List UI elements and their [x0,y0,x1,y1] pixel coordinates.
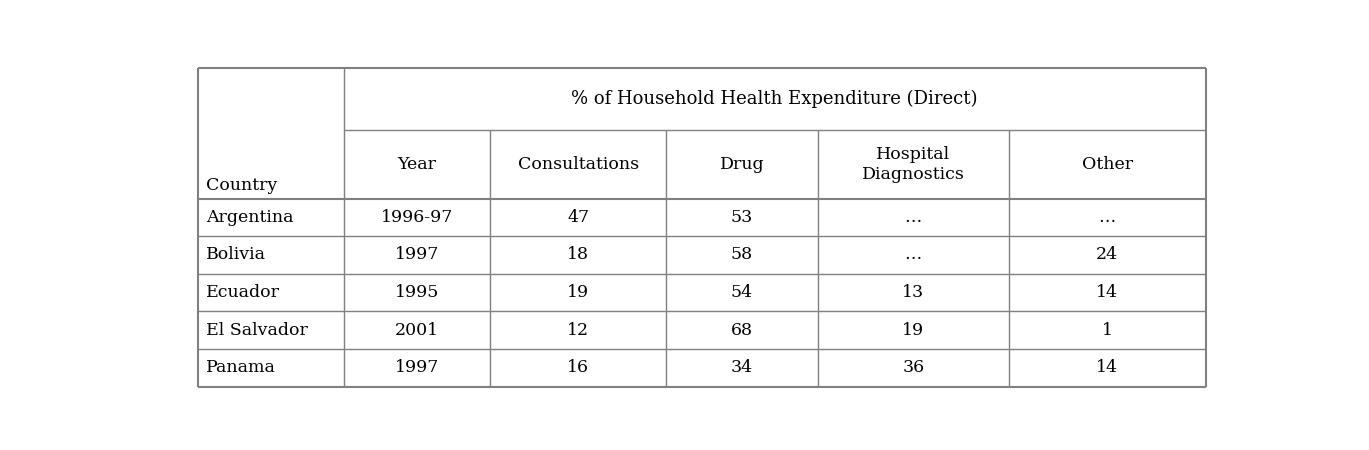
Text: 24: 24 [1097,247,1118,264]
Text: Drug: Drug [720,156,764,173]
Text: 36: 36 [902,360,924,376]
Text: 68: 68 [731,322,753,339]
Text: 12: 12 [567,322,589,339]
Text: Hospital
Diagnostics: Hospital Diagnostics [862,146,965,183]
Text: 19: 19 [567,284,589,301]
Text: 47: 47 [567,209,589,226]
Text: 18: 18 [567,247,589,264]
Text: 58: 58 [731,247,753,264]
Text: 1997: 1997 [394,247,439,264]
Text: 54: 54 [731,284,753,301]
Text: 16: 16 [567,360,589,376]
Text: Panama: Panama [205,360,275,376]
Text: …: … [1099,209,1116,226]
Text: 13: 13 [902,284,924,301]
Text: Argentina: Argentina [205,209,293,226]
Text: 2001: 2001 [394,322,439,339]
Text: Bolivia: Bolivia [205,247,266,264]
Text: …: … [905,209,921,226]
Text: % of Household Health Expenditure (Direct): % of Household Health Expenditure (Direc… [571,90,977,108]
Text: 34: 34 [731,360,753,376]
Text: 1997: 1997 [394,360,439,376]
Text: 1: 1 [1102,322,1113,339]
Text: Other: Other [1082,156,1134,173]
Text: 14: 14 [1097,284,1118,301]
Text: 1995: 1995 [394,284,439,301]
Text: Consultations: Consultations [517,156,639,173]
Text: Country: Country [205,177,277,194]
Text: 53: 53 [731,209,753,226]
Text: 14: 14 [1097,360,1118,376]
Text: Year: Year [397,156,437,173]
Text: …: … [905,247,921,264]
Text: 1996-97: 1996-97 [381,209,453,226]
Text: El Salvador: El Salvador [205,322,308,339]
Text: Ecuador: Ecuador [205,284,279,301]
Text: 19: 19 [902,322,924,339]
